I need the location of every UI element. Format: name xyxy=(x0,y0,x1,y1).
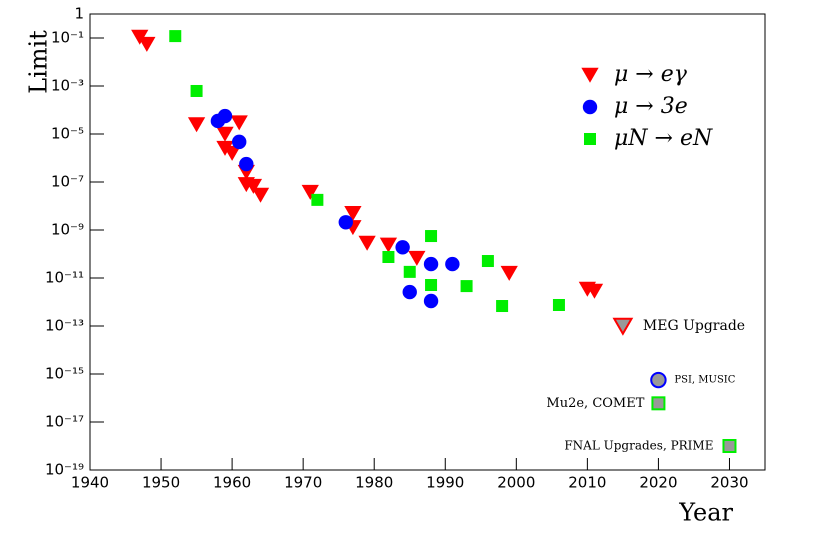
data-point xyxy=(338,215,353,230)
x-tick-label: 1940 xyxy=(71,474,109,492)
legend-label: μ → 3e xyxy=(614,94,688,119)
projection-point xyxy=(722,439,737,453)
data-point xyxy=(425,279,438,292)
annotation: PSI, MUSIC xyxy=(674,375,735,386)
data-point xyxy=(481,255,494,268)
projection-point xyxy=(651,396,666,411)
data-point xyxy=(344,206,362,222)
data-point xyxy=(445,256,460,272)
data-point xyxy=(216,126,234,142)
data-point xyxy=(402,284,417,300)
x-tick-label: 2010 xyxy=(568,474,606,492)
data-point xyxy=(223,145,241,161)
x-tick-label: 1960 xyxy=(213,474,251,492)
x-tick-label: 2000 xyxy=(497,474,535,492)
x-tick-label: 1950 xyxy=(142,474,180,492)
x-tick-label: 1970 xyxy=(284,474,322,492)
data-point xyxy=(230,115,248,131)
data-point xyxy=(425,230,438,243)
data-point xyxy=(496,300,509,313)
legend-label: μN → eN xyxy=(614,126,713,151)
data-point xyxy=(552,298,565,311)
y-axis-label: Limit xyxy=(25,30,53,94)
y-tick-label: 10⁻¹ xyxy=(51,29,84,47)
y-tick-label: 10⁻¹³ xyxy=(45,317,84,335)
data-point xyxy=(395,240,410,255)
projection-point xyxy=(612,317,634,336)
x-tick-label: 2020 xyxy=(639,474,677,492)
annotation: FNAL Upgrades, PRIME xyxy=(564,439,713,453)
data-point xyxy=(301,184,319,200)
y-tick-label: 10⁻¹¹ xyxy=(45,269,84,287)
data-point xyxy=(169,30,182,43)
plot-frame xyxy=(89,13,766,471)
data-point xyxy=(423,293,439,309)
x-tick-label: 1980 xyxy=(355,474,393,492)
y-tick-label: 10⁻⁵ xyxy=(51,125,84,143)
data-point xyxy=(358,235,376,251)
data-point xyxy=(460,280,473,293)
data-point xyxy=(403,265,416,278)
data-point xyxy=(251,187,270,203)
legend-marker xyxy=(581,67,599,83)
projection-point xyxy=(650,371,667,389)
x-axis-label: Year xyxy=(678,499,733,527)
y-tick-label: 10⁻¹⁹ xyxy=(45,461,84,479)
legend-label: μ → eγ xyxy=(614,62,688,87)
y-tick-label: 10⁻⁷ xyxy=(51,173,84,191)
data-point xyxy=(311,193,324,206)
data-point xyxy=(244,178,263,194)
data-point xyxy=(217,108,233,124)
y-tick-label: 1 xyxy=(74,5,84,23)
data-point xyxy=(232,134,247,150)
y-tick-label: 10⁻¹⁵ xyxy=(45,365,84,383)
y-tick-label: 10⁻⁹ xyxy=(51,221,84,239)
data-point xyxy=(408,250,426,266)
data-point xyxy=(382,250,395,263)
y-tick-label: 10⁻³ xyxy=(51,77,84,95)
data-point xyxy=(190,84,203,97)
annotation: MEG Upgrade xyxy=(643,318,745,334)
data-point xyxy=(585,283,604,299)
legend-marker xyxy=(582,99,598,115)
y-tick-label: 10⁻¹⁷ xyxy=(45,413,84,431)
x-tick-label: 1990 xyxy=(426,474,464,492)
data-point xyxy=(187,117,206,133)
annotation: Mu2e, COMET xyxy=(546,396,644,411)
data-point xyxy=(379,237,398,253)
data-point xyxy=(239,156,254,172)
x-tick-label: 2030 xyxy=(710,474,748,492)
data-point xyxy=(138,36,156,52)
data-point xyxy=(423,256,439,272)
data-point xyxy=(500,265,518,281)
legend-marker xyxy=(584,133,596,145)
